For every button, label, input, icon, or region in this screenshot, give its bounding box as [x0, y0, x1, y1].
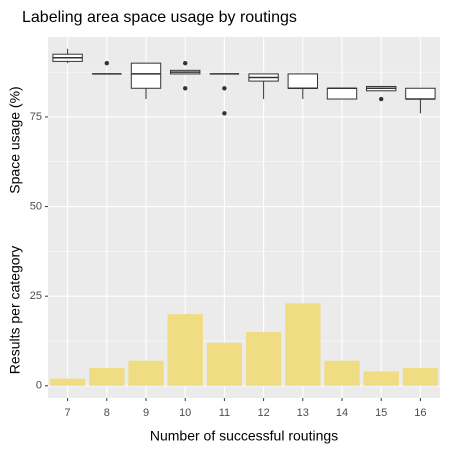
bar	[324, 360, 360, 386]
bar	[49, 378, 86, 386]
y-tick-label: 50	[30, 200, 42, 212]
bar	[89, 367, 125, 386]
chart-title: Labeling area space usage by routings	[22, 9, 297, 26]
x-axis-title: Number of successful routings	[150, 428, 338, 444]
y-axis-title-bottom: Results per category	[7, 246, 23, 374]
x-tick-label: 13	[297, 407, 309, 419]
bar	[167, 314, 203, 386]
x-tick-label: 16	[414, 407, 426, 419]
x-tick-label: 11	[219, 407, 230, 419]
outlier	[104, 60, 110, 66]
bar	[206, 342, 243, 386]
outlier	[222, 86, 227, 91]
x-tick-label: 12	[257, 407, 269, 419]
y-axis-title-top: Space usage (%)	[7, 86, 23, 193]
x-tick-label: 14	[336, 407, 348, 419]
outlier	[222, 111, 227, 116]
box	[326, 87, 358, 100]
box	[287, 73, 319, 89]
x-tick-label: 9	[143, 407, 149, 419]
box	[405, 87, 436, 100]
y-tick-label: 0	[36, 380, 42, 392]
x-tick-label: 15	[375, 407, 387, 419]
outlier	[379, 96, 384, 102]
bar	[402, 367, 439, 386]
y-tick-label: 25	[30, 290, 42, 302]
x-tick-label: 8	[104, 407, 110, 419]
bar	[245, 332, 282, 386]
bar	[128, 360, 164, 386]
box	[130, 62, 162, 89]
outlier	[183, 86, 188, 91]
y-tick-label: 75	[30, 111, 42, 123]
x-tick-label: 10	[179, 407, 191, 419]
panel	[48, 37, 440, 398]
outlier	[183, 60, 188, 66]
bar	[363, 371, 399, 386]
x-tick-label: 7	[65, 407, 71, 419]
bar	[285, 303, 321, 386]
